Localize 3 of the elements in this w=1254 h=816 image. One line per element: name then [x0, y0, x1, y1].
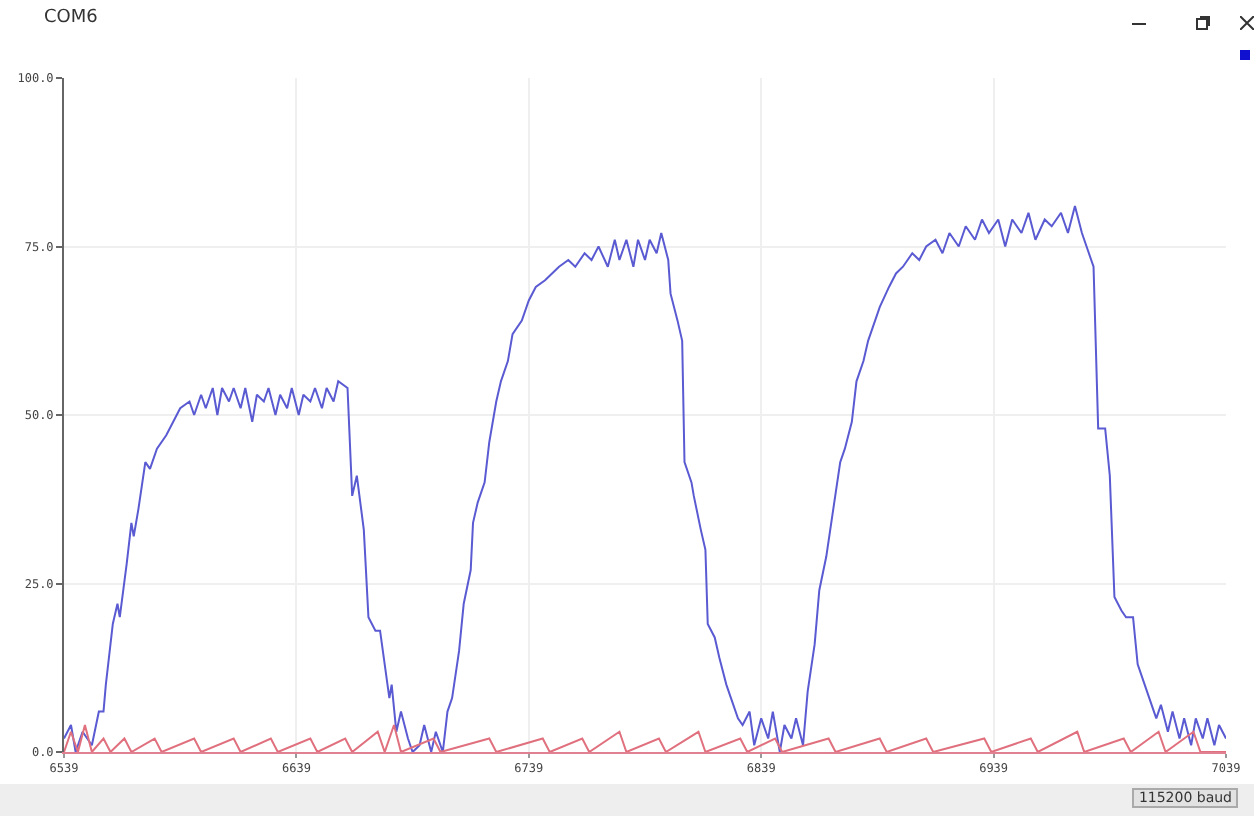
line-series: [64, 205, 1226, 752]
line-series: [64, 724, 1226, 752]
chart-title: COM6: [44, 8, 98, 28]
